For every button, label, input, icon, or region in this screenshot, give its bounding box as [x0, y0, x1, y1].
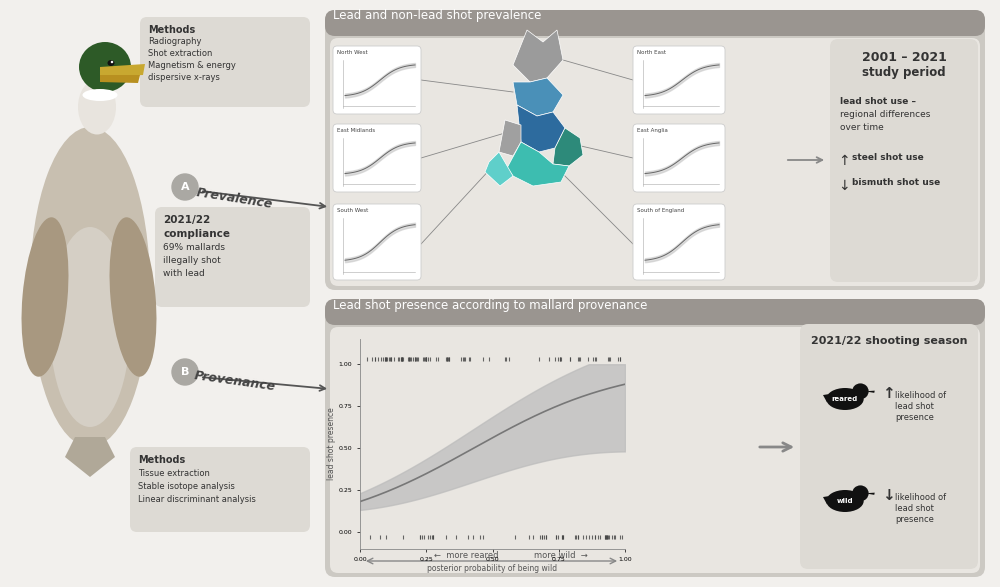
Text: 69% mallards: 69% mallards	[163, 243, 225, 252]
FancyBboxPatch shape	[333, 124, 421, 192]
Text: bismuth shot use: bismuth shot use	[852, 178, 940, 187]
Text: ↓: ↓	[882, 488, 895, 504]
Text: Stable isotope analysis: Stable isotope analysis	[138, 482, 235, 491]
Circle shape	[172, 174, 198, 200]
Text: A: A	[181, 182, 189, 192]
Text: North East: North East	[637, 50, 666, 55]
Ellipse shape	[111, 60, 113, 63]
Text: reared: reared	[832, 396, 858, 402]
Text: North West: North West	[337, 50, 368, 55]
Text: South of England: South of England	[637, 208, 684, 213]
Polygon shape	[507, 142, 569, 186]
Ellipse shape	[79, 42, 131, 92]
Text: Radiography: Radiography	[148, 37, 202, 46]
FancyBboxPatch shape	[330, 327, 980, 573]
Circle shape	[172, 359, 198, 385]
Text: Methods: Methods	[148, 25, 195, 35]
Polygon shape	[100, 64, 145, 77]
FancyBboxPatch shape	[130, 447, 310, 532]
Text: 2021/22 shooting season: 2021/22 shooting season	[811, 336, 967, 346]
Text: over time: over time	[840, 123, 884, 132]
Text: study period: study period	[862, 66, 946, 79]
Text: presence: presence	[895, 515, 934, 524]
Text: lead shot use –: lead shot use –	[840, 97, 916, 106]
Ellipse shape	[108, 60, 114, 66]
Polygon shape	[553, 128, 583, 166]
FancyBboxPatch shape	[333, 46, 421, 114]
FancyBboxPatch shape	[325, 299, 985, 577]
Text: Shot extraction: Shot extraction	[148, 49, 212, 58]
Ellipse shape	[852, 485, 869, 501]
Polygon shape	[513, 30, 563, 82]
Y-axis label: lead shot presence: lead shot presence	[327, 407, 336, 480]
Ellipse shape	[110, 217, 156, 377]
Text: with lead: with lead	[163, 269, 205, 278]
X-axis label: posterior probability of being wild: posterior probability of being wild	[427, 565, 558, 573]
Text: Lead shot presence according to mallard provenance: Lead shot presence according to mallard …	[333, 299, 647, 312]
Polygon shape	[485, 152, 513, 186]
Ellipse shape	[22, 217, 68, 377]
Text: ↓: ↓	[838, 179, 850, 193]
Polygon shape	[499, 120, 521, 156]
Polygon shape	[865, 492, 875, 495]
Polygon shape	[823, 496, 828, 504]
Text: ↑: ↑	[838, 154, 850, 168]
Text: South West: South West	[337, 208, 368, 213]
Text: lead shot: lead shot	[895, 504, 934, 513]
FancyBboxPatch shape	[325, 10, 985, 36]
FancyBboxPatch shape	[155, 207, 310, 307]
Ellipse shape	[826, 490, 864, 512]
FancyBboxPatch shape	[333, 204, 421, 280]
Polygon shape	[513, 78, 563, 116]
Text: lead shot: lead shot	[895, 402, 934, 411]
Text: Prevalence: Prevalence	[195, 187, 273, 211]
Text: more wild  →: more wild →	[534, 551, 588, 560]
Ellipse shape	[30, 127, 150, 447]
Ellipse shape	[78, 79, 116, 134]
Text: illegally shot: illegally shot	[163, 256, 221, 265]
Text: Magnetism & energy: Magnetism & energy	[148, 61, 236, 70]
Ellipse shape	[826, 388, 864, 410]
FancyBboxPatch shape	[140, 17, 310, 107]
Text: likelihood of: likelihood of	[895, 493, 946, 502]
Text: B: B	[181, 367, 189, 377]
FancyBboxPatch shape	[800, 324, 978, 569]
Polygon shape	[823, 394, 828, 402]
Text: dispersive x-rays: dispersive x-rays	[148, 73, 220, 82]
FancyBboxPatch shape	[330, 38, 980, 286]
FancyBboxPatch shape	[325, 299, 985, 325]
Text: steel shot use: steel shot use	[852, 153, 924, 162]
Text: East Midlands: East Midlands	[337, 128, 375, 133]
FancyBboxPatch shape	[830, 39, 978, 282]
Text: wild: wild	[837, 498, 853, 504]
Polygon shape	[65, 437, 115, 477]
FancyBboxPatch shape	[325, 10, 985, 290]
Text: Provenance: Provenance	[193, 369, 276, 393]
Text: regional differences: regional differences	[840, 110, 930, 119]
Ellipse shape	[82, 89, 118, 101]
Text: presence: presence	[895, 413, 934, 422]
Text: East Anglia: East Anglia	[637, 128, 668, 133]
Text: Lead and non-lead shot prevalence: Lead and non-lead shot prevalence	[333, 9, 541, 22]
FancyBboxPatch shape	[633, 204, 725, 280]
FancyBboxPatch shape	[633, 46, 725, 114]
Polygon shape	[517, 105, 565, 152]
Text: ↑: ↑	[882, 386, 895, 402]
Polygon shape	[865, 390, 875, 393]
Ellipse shape	[852, 383, 869, 399]
Polygon shape	[100, 75, 140, 83]
Text: Tissue extraction: Tissue extraction	[138, 469, 210, 478]
Ellipse shape	[50, 227, 130, 427]
Text: Linear discriminant analysis: Linear discriminant analysis	[138, 495, 256, 504]
Text: 2001 – 2021: 2001 – 2021	[862, 51, 946, 64]
FancyBboxPatch shape	[633, 124, 725, 192]
Text: ←  more reared: ← more reared	[434, 551, 499, 560]
Text: compliance: compliance	[163, 229, 230, 239]
Text: 2021/22: 2021/22	[163, 215, 210, 225]
Text: Methods: Methods	[138, 455, 185, 465]
Text: likelihood of: likelihood of	[895, 391, 946, 400]
